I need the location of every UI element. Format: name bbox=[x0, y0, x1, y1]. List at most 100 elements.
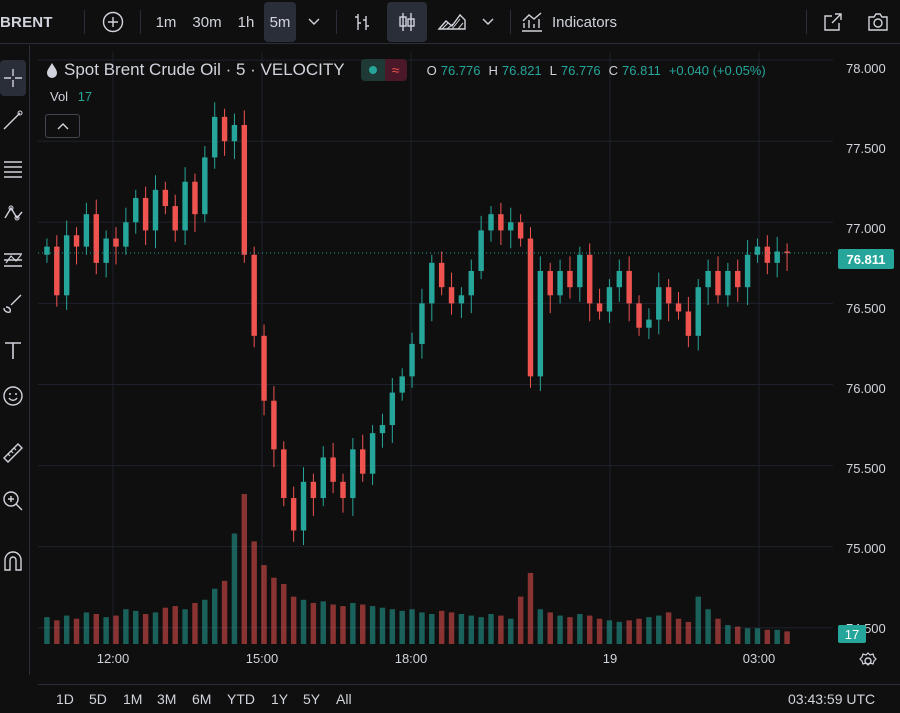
price-tick: 76.000 bbox=[846, 381, 886, 396]
interval-5m-button[interactable]: 5m bbox=[264, 2, 296, 42]
volume-bar bbox=[547, 612, 553, 644]
bars-icon bbox=[355, 14, 369, 30]
zoom-tool[interactable] bbox=[0, 483, 26, 519]
toolbar-divider bbox=[140, 10, 141, 34]
range-bar bbox=[38, 684, 900, 713]
range-all-button[interactable]: All bbox=[336, 691, 352, 707]
candle bbox=[735, 270, 741, 288]
candle bbox=[626, 270, 632, 304]
volume-bar bbox=[498, 615, 504, 644]
volume-bar bbox=[438, 610, 445, 644]
ohlc-values: O 76.776 H 76.821 L 76.776 C 76.811 +0.040 (… bbox=[427, 63, 770, 78]
range-1d-button[interactable]: 1D bbox=[56, 691, 74, 707]
volume-bar bbox=[271, 577, 277, 644]
range-5y-button[interactable]: 5Y bbox=[303, 691, 321, 707]
range-1y-button[interactable]: 1Y bbox=[271, 691, 289, 707]
candle bbox=[754, 246, 761, 255]
volume-bar bbox=[725, 625, 731, 644]
forecast-tool[interactable] bbox=[0, 241, 26, 277]
candle bbox=[577, 254, 583, 288]
volume-bar bbox=[596, 618, 603, 644]
volume-bar bbox=[221, 580, 228, 644]
gear-icon bbox=[859, 652, 877, 666]
candle bbox=[705, 270, 711, 288]
range-1m-button[interactable]: 1M bbox=[123, 691, 143, 707]
volume-bar bbox=[419, 612, 425, 644]
volume-bar bbox=[202, 599, 208, 644]
candle bbox=[567, 270, 573, 288]
time-tick: 03:00 bbox=[742, 651, 776, 666]
pattern-tool[interactable] bbox=[0, 195, 26, 231]
volume-bar bbox=[182, 609, 188, 644]
utc-clock[interactable]: 03:43:59 UTC bbox=[788, 691, 876, 707]
time-axis[interactable] bbox=[38, 644, 833, 674]
chart-settings-button[interactable] bbox=[858, 651, 878, 676]
chevron-up-icon bbox=[57, 123, 68, 130]
candle bbox=[695, 287, 701, 336]
candles-chart-type-button[interactable] bbox=[387, 2, 427, 42]
delayed-icon: ≈ bbox=[384, 59, 407, 81]
range-5d-button[interactable]: 5D bbox=[89, 691, 107, 707]
candle bbox=[350, 449, 356, 499]
brush-tool[interactable] bbox=[0, 285, 26, 321]
candles-icon bbox=[399, 13, 415, 31]
volume-bar bbox=[478, 617, 484, 644]
text-tool[interactable] bbox=[0, 332, 26, 368]
magnet-tool[interactable] bbox=[0, 543, 26, 579]
candle bbox=[172, 206, 178, 231]
volume-bar bbox=[123, 609, 129, 644]
volume-bar bbox=[448, 612, 455, 644]
measure-tool[interactable] bbox=[0, 435, 26, 471]
fib-tool[interactable] bbox=[0, 150, 26, 186]
range-6m-button[interactable]: 6M bbox=[192, 691, 212, 707]
market-status[interactable]: ≈ bbox=[360, 59, 407, 81]
candle bbox=[429, 262, 435, 304]
trend-line-tool[interactable] bbox=[0, 102, 26, 138]
volume-bar bbox=[784, 631, 790, 644]
area-chart-icon bbox=[437, 13, 466, 30]
area-chart-type-button[interactable] bbox=[434, 0, 470, 44]
candle bbox=[379, 425, 386, 434]
collapse-legend-button[interactable] bbox=[45, 114, 80, 138]
volume-bar bbox=[103, 617, 109, 644]
price-tick: 76.500 bbox=[846, 301, 886, 316]
interval-1m-button[interactable]: 1m bbox=[155, 13, 177, 31]
volume-bar bbox=[567, 617, 573, 644]
candle bbox=[725, 270, 731, 296]
candle bbox=[685, 311, 692, 336]
time-tick: 12:00 bbox=[96, 651, 130, 666]
volume-bars bbox=[44, 494, 790, 644]
volume-bar bbox=[300, 599, 307, 644]
interval-dropdown-button[interactable] bbox=[300, 0, 328, 44]
volume-bar bbox=[517, 596, 524, 644]
emoji-tool[interactable] bbox=[0, 378, 26, 414]
candle bbox=[438, 262, 445, 288]
crosshair-tool[interactable] bbox=[0, 60, 26, 96]
volume-bar bbox=[133, 610, 139, 644]
candle bbox=[399, 376, 405, 393]
screenshot-button[interactable] bbox=[860, 0, 896, 44]
indicators-button[interactable]: Indicators bbox=[520, 0, 640, 44]
candle bbox=[419, 303, 425, 344]
fullscreen-button[interactable] bbox=[816, 0, 850, 44]
volume-bar bbox=[715, 618, 721, 644]
add-symbol-button[interactable] bbox=[96, 0, 130, 44]
range-3m-button[interactable]: 3M bbox=[157, 691, 177, 707]
volume-bar bbox=[527, 572, 534, 644]
close-value: 76.811 bbox=[622, 62, 661, 78]
volume-bar bbox=[616, 621, 623, 644]
interval-30m-button[interactable]: 30m bbox=[192, 13, 222, 31]
symbol-search[interactable]: BRENT bbox=[0, 13, 53, 31]
candle bbox=[547, 270, 553, 296]
candle bbox=[665, 287, 672, 304]
interval-1h-button[interactable]: 1h bbox=[237, 13, 255, 31]
candle bbox=[152, 189, 159, 231]
candle bbox=[142, 197, 149, 231]
chart-type-dropdown-button[interactable] bbox=[474, 0, 502, 44]
price-chart[interactable] bbox=[38, 52, 833, 644]
range-ytd-button[interactable]: YTD bbox=[227, 691, 255, 707]
candle bbox=[488, 214, 494, 231]
nodes-icon bbox=[4, 205, 23, 221]
bar-chart-type-button[interactable] bbox=[344, 0, 380, 44]
